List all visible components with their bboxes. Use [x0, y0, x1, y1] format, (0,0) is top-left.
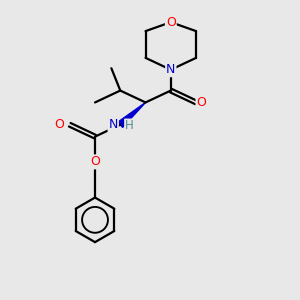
Text: N: N	[166, 63, 176, 76]
Polygon shape	[118, 102, 146, 128]
Text: O: O	[166, 16, 176, 29]
Text: O: O	[55, 118, 64, 131]
Text: H: H	[125, 119, 134, 132]
Text: O: O	[90, 155, 100, 168]
Text: O: O	[196, 96, 206, 109]
Text: N: N	[109, 118, 118, 131]
